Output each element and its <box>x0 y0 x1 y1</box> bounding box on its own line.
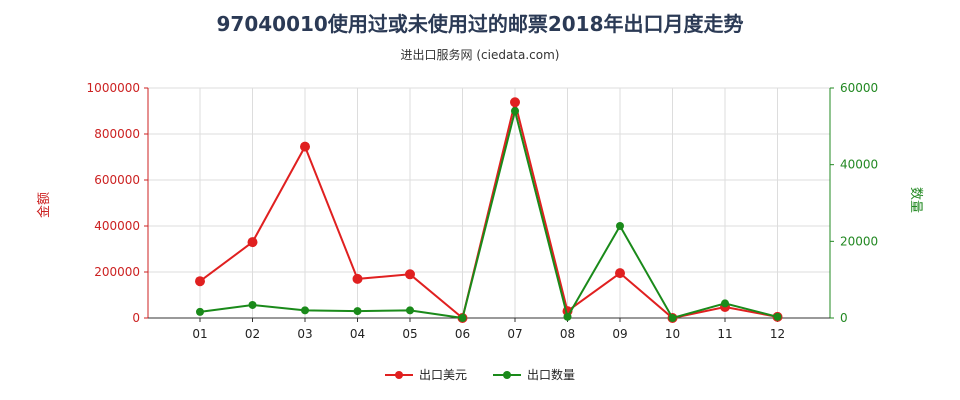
legend: 出口美元 出口数量 <box>0 366 960 383</box>
y-right-tick-label: 0 <box>840 311 848 325</box>
series-0-point <box>405 269 415 280</box>
y-left-tick-label: 200000 <box>94 265 140 279</box>
y-left-axis-label: 金额 <box>36 192 52 218</box>
x-tick-label: 12 <box>770 327 785 341</box>
series-1-point <box>616 222 624 230</box>
series-0-point <box>510 97 520 108</box>
x-tick-label: 06 <box>455 327 470 341</box>
series-1-point <box>721 299 729 308</box>
series-1-point <box>406 306 414 315</box>
series-0-point <box>247 237 258 248</box>
series-1-point <box>668 314 677 322</box>
x-tick-label: 03 <box>297 327 312 341</box>
legend-item-export-usd[interactable]: 出口美元 <box>384 366 467 383</box>
y-left-tick-label: 600000 <box>94 173 140 187</box>
y-right-tick-label: 40000 <box>840 158 878 172</box>
y-right-tick-label: 60000 <box>840 81 878 95</box>
y-left-tick-label: 1000000 <box>87 81 140 95</box>
y-left-tick-label: 0 <box>132 311 140 325</box>
series-1-point <box>196 307 204 316</box>
series-line-1 <box>199 110 778 320</box>
y-right-axis-label: 数量 <box>908 187 923 213</box>
series-1-point <box>301 306 309 315</box>
y-left-tick-label: 800000 <box>94 127 140 141</box>
x-tick-label: 04 <box>350 327 365 341</box>
x-tick-label: 01 <box>192 327 207 341</box>
series-0-point <box>300 141 310 152</box>
x-tick-label: 10 <box>665 327 680 341</box>
series-0-point <box>195 276 205 287</box>
x-tick-label: 02 <box>245 327 260 341</box>
legend-label-export-usd: 出口美元 <box>418 368 467 382</box>
plot-area <box>147 87 831 319</box>
series-1-point <box>248 300 257 309</box>
series-line-0 <box>199 102 778 320</box>
legend-label-export-qty: 出口数量 <box>527 368 576 382</box>
series-1-point <box>563 312 572 321</box>
x-tick-label: 08 <box>560 327 575 341</box>
chart-subtitle: 进出口服务网 (ciedata.com) <box>400 48 560 62</box>
series-0-point <box>615 268 625 279</box>
x-tick-label: 05 <box>402 327 417 341</box>
series-1-point <box>353 307 362 316</box>
y-left-tick-label: 400000 <box>94 219 140 233</box>
series-0-point <box>352 273 363 284</box>
y-right-tick-label: 20000 <box>840 234 878 248</box>
x-tick-label: 11 <box>717 327 732 341</box>
series-1-point <box>773 312 782 321</box>
series-1-point <box>458 314 467 322</box>
legend-swatch-green <box>493 369 521 381</box>
series-1-point <box>511 107 519 115</box>
legend-item-export-qty[interactable]: 出口数量 <box>493 366 575 383</box>
x-tick-label: 09 <box>612 327 627 341</box>
chart-title: 97040010使用过或未使用过的邮票2018年出口月度走势 <box>216 12 744 36</box>
legend-swatch-red <box>384 369 413 381</box>
x-tick-label: 07 <box>507 327 522 341</box>
